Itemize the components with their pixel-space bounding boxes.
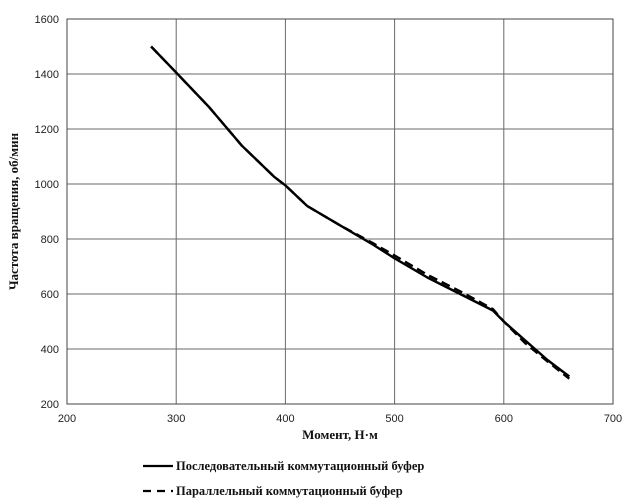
y-tick-label: 1200 [35,124,59,136]
x-tick-label: 500 [385,413,403,425]
y-tick-labels: 200 400 600 800 1000 1200 1400 1600 [35,14,59,411]
series-line-1 [150,45,571,378]
y-tick-label: 1600 [35,14,59,26]
y-tick-label: 600 [41,289,59,301]
y-axis-title: Частота вращения, об/мин [6,132,21,290]
x-tick-labels: 200 300 400 500 600 700 [58,413,622,425]
y-tick-label: 200 [41,399,59,411]
series-line-2 [150,45,571,380]
x-axis-title: Момент, Н·м [302,427,378,442]
x-tick-label: 400 [276,413,294,425]
plot-area-frame [66,18,614,405]
y-tick-label: 800 [41,234,59,246]
x-tick-label: 200 [58,413,76,425]
y-tick-label: 1000 [35,179,59,191]
x-tick-label: 300 [167,413,185,425]
legend: Последовательный коммутационный буфер Па… [143,459,424,498]
series-lines [150,45,571,380]
legend-label-series-2: Параллельный коммутационный буфер [176,484,403,498]
legend-label-series-1: Последовательный коммутационный буфер [176,459,424,473]
y-tick-label: 1400 [35,69,59,81]
x-tick-label: 700 [604,413,622,425]
x-tick-label: 600 [495,413,513,425]
y-tick-label: 400 [41,344,59,356]
